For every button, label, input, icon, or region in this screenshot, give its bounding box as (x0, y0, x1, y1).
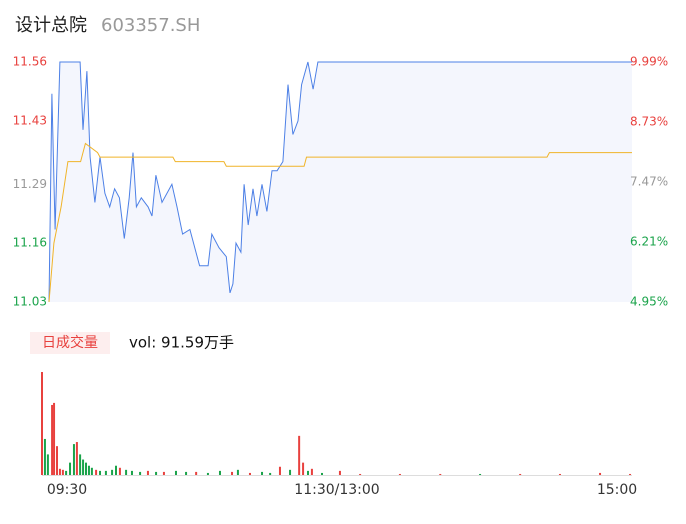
volume-bar (174, 470, 177, 475)
volume-bar (206, 472, 209, 475)
volume-bar (248, 472, 251, 475)
volume-bar (278, 466, 281, 475)
volume-bar (321, 472, 324, 475)
y-tick-label: 11.16 (13, 236, 47, 250)
stock-name: 设计总院 (15, 15, 87, 36)
y2-tick-label: 8.73% (630, 115, 668, 129)
volume-bar (269, 472, 272, 475)
volume-bar (104, 470, 107, 475)
volume-bar (338, 470, 341, 475)
volume-bar (558, 473, 561, 475)
volume-bar (155, 471, 158, 475)
x-tick-label: 15:00 (597, 482, 637, 498)
volume-bar (302, 462, 305, 475)
price-area (49, 62, 632, 302)
volume-bar (359, 473, 362, 475)
volume-summary: vol: 91.59万手 (129, 334, 234, 352)
volume-bar (99, 470, 102, 475)
volume-bar (261, 471, 264, 475)
price-line (48, 61, 632, 303)
volume-bar (125, 469, 128, 475)
volume-bar (114, 465, 117, 475)
y2-tick-label: 7.47% (630, 175, 668, 189)
volume-label-bg (30, 332, 110, 354)
volume-bar (79, 454, 82, 475)
volume-bar (82, 459, 85, 475)
volume-bar (439, 473, 442, 475)
volume-bar (519, 473, 522, 475)
volume-bar (185, 471, 188, 475)
y-tick-label: 11.56 (13, 55, 47, 69)
volume-bar (41, 372, 43, 475)
volume-bar (236, 469, 239, 475)
volume-bar (289, 469, 292, 475)
volume-bar (306, 470, 309, 475)
volume-bar (51, 404, 54, 475)
volume-bar (90, 467, 93, 475)
volume-bar (55, 446, 58, 475)
volume-bar (65, 470, 68, 475)
volume-bar (72, 444, 75, 475)
volume-bar (43, 438, 46, 475)
volume-bar (162, 471, 165, 475)
volume-bar (298, 435, 301, 475)
x-tick-label: 11:30/13:00 (294, 482, 379, 498)
volume-bar (75, 442, 78, 475)
volume-bar (398, 473, 401, 475)
volume-bar (111, 469, 114, 475)
volume-bar (118, 467, 121, 475)
volume-bar (87, 465, 90, 475)
volume-bar (629, 473, 632, 475)
volume-bar (95, 469, 98, 475)
volume-bar (146, 470, 149, 475)
volume-bar (310, 468, 313, 475)
volume-bar (58, 468, 61, 475)
volume-bar (195, 471, 198, 475)
y2-tick-label: 6.21% (630, 235, 668, 249)
volume-bar (53, 402, 56, 475)
volume-bar (130, 470, 133, 475)
volume-bar (46, 454, 49, 475)
volume-bar (479, 473, 482, 475)
volume-bar (61, 469, 64, 475)
y-tick-label: 11.29 (13, 177, 47, 191)
volume-label: 日成交量 (42, 334, 98, 351)
x-tick-label: 09:30 (47, 482, 87, 498)
y2-tick-label: 9.99% (630, 55, 668, 69)
volume-bar (69, 462, 72, 475)
volume-bar (599, 472, 602, 475)
average-line (48, 142, 632, 303)
volume-bar (231, 471, 234, 475)
y-tick-label: 11.43 (13, 113, 47, 127)
volume-bar (85, 462, 88, 475)
y2-tick-label: 4.95% (630, 295, 668, 309)
volume-bar (218, 470, 221, 475)
volume-bar (139, 471, 142, 475)
y-tick-label: 11.03 (13, 295, 47, 309)
stock-code: 603357.SH (101, 15, 200, 36)
